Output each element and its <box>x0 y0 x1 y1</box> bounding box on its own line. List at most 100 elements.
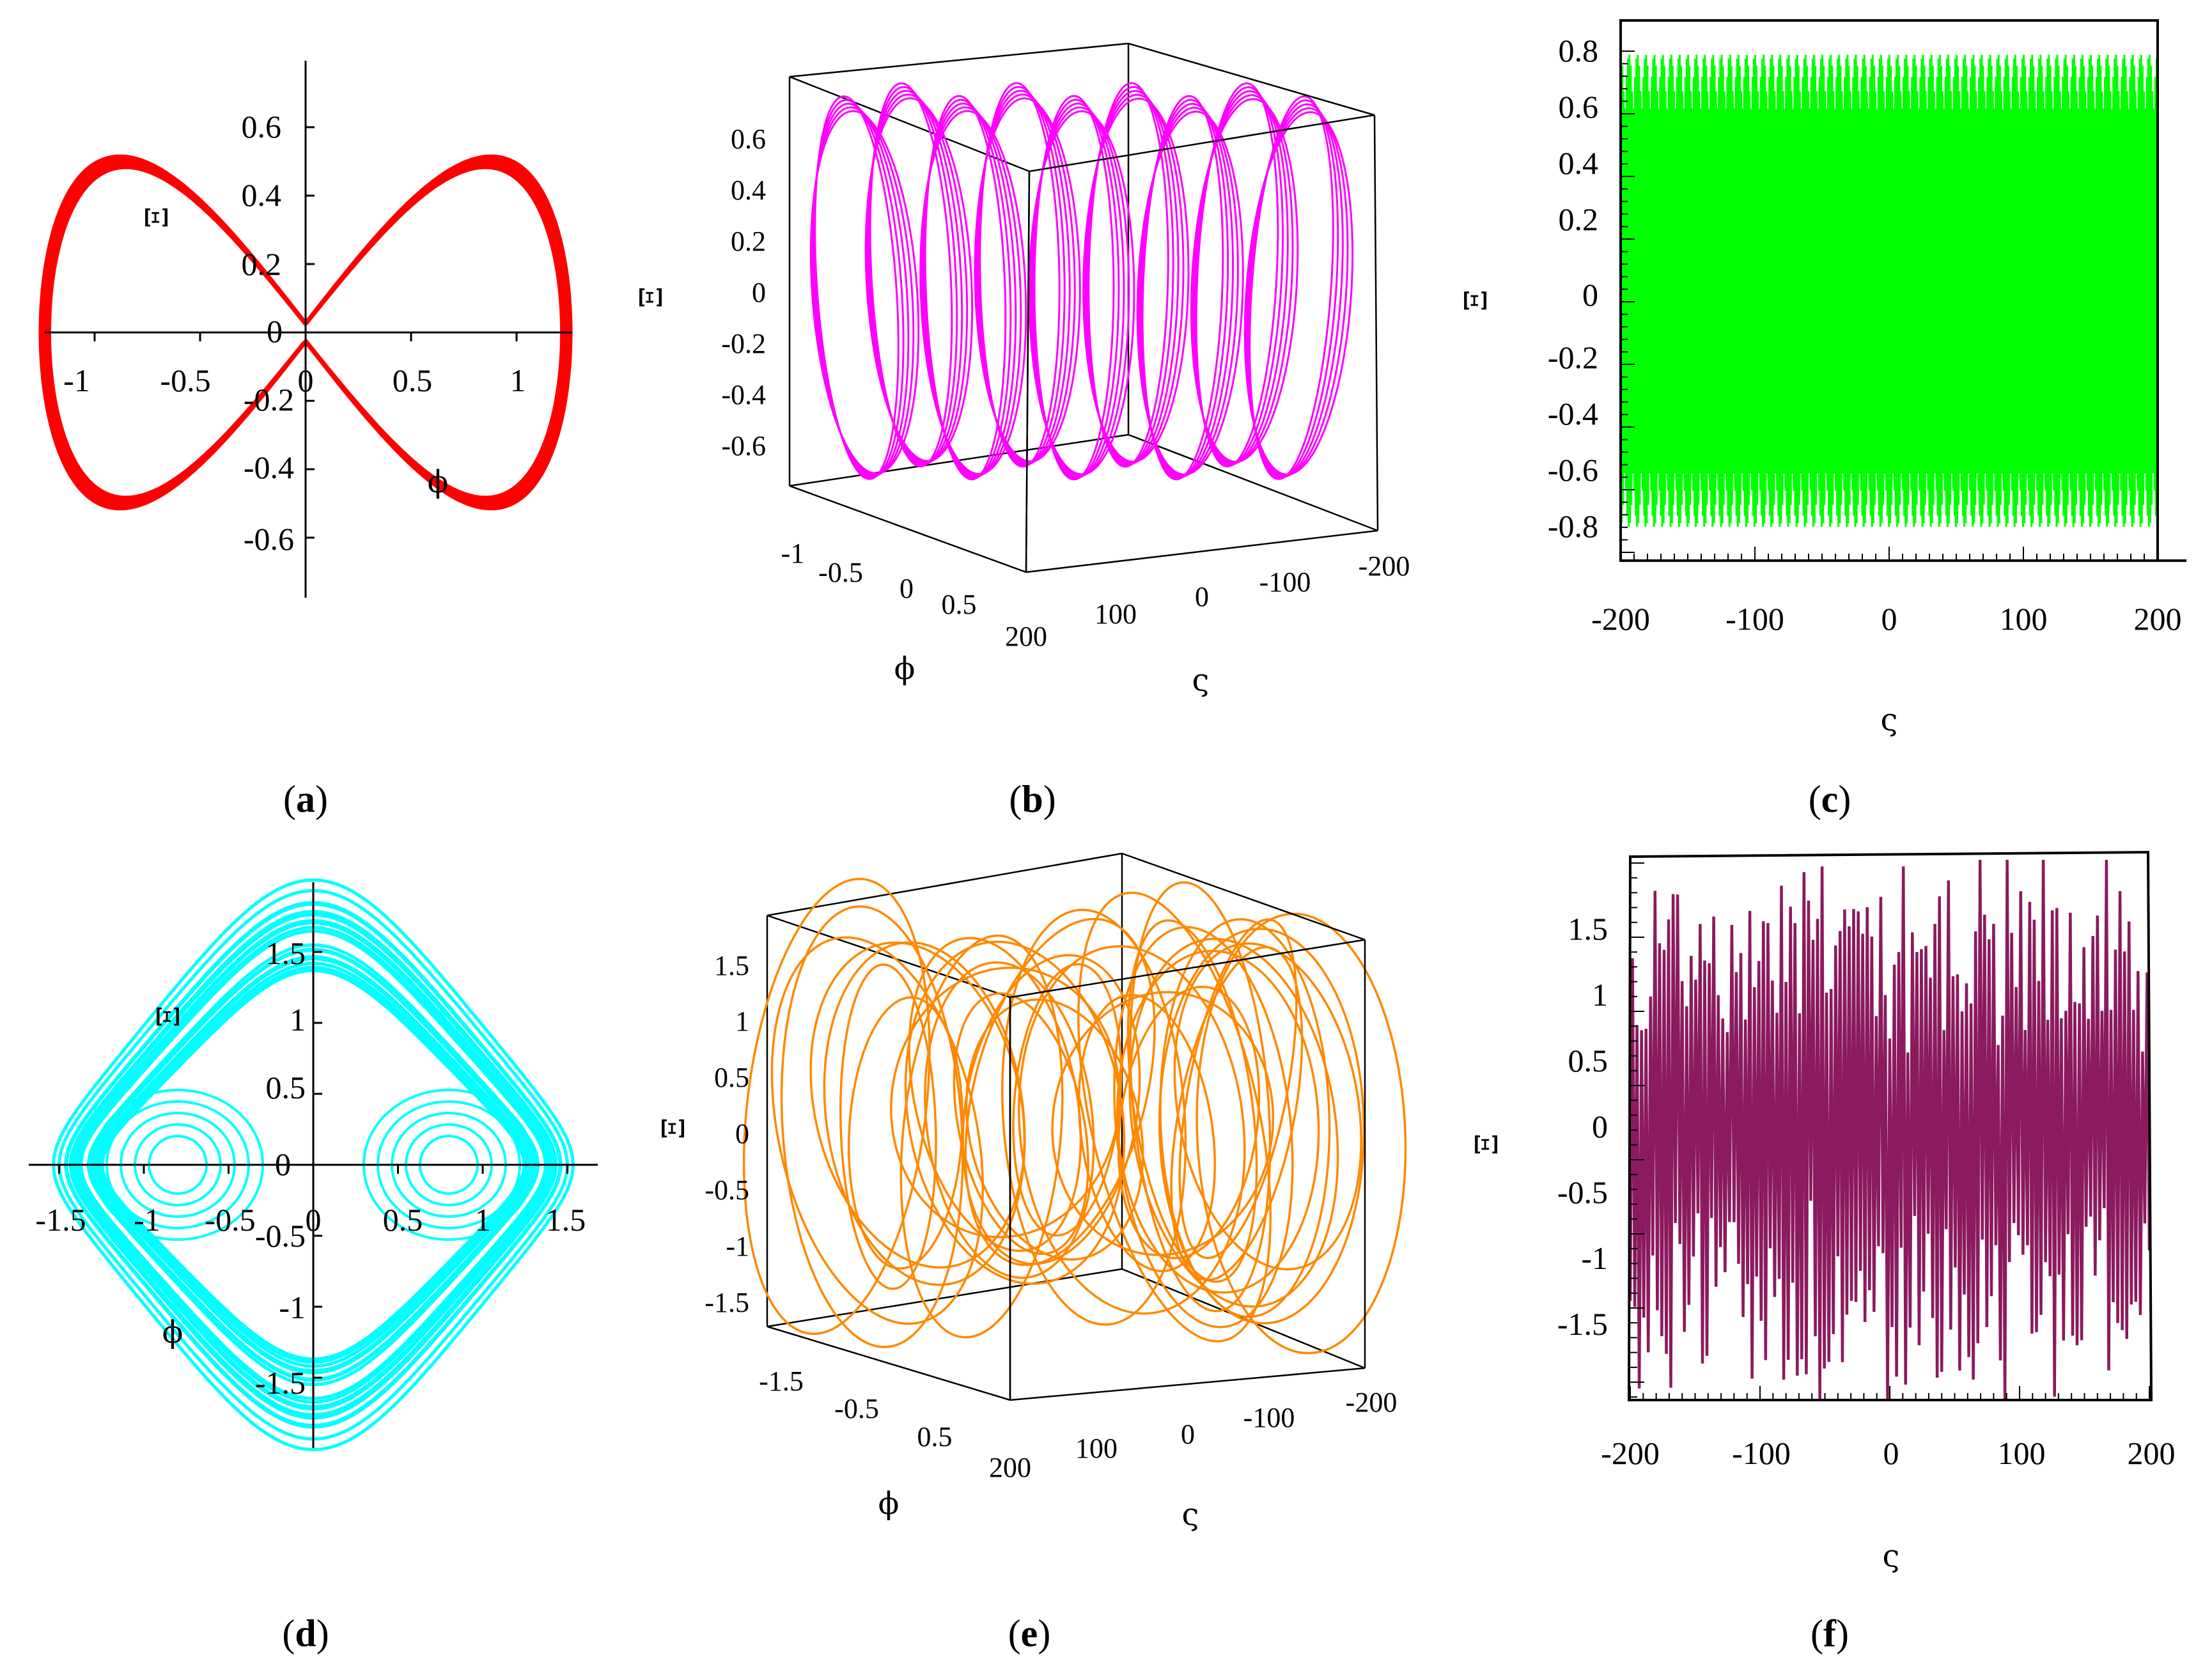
panel-e-box-edge-front-4 <box>1121 852 1366 941</box>
panel-e-ytick-0: 1.5 <box>714 950 749 981</box>
panel-b-curve <box>809 82 1354 481</box>
panel-a-ylabel: Ξ <box>139 206 175 228</box>
panel-b-loop-5-3 <box>1084 93 1185 464</box>
panel-e-ytick-1: 1 <box>735 1006 749 1037</box>
panel-e-loop-30 <box>1128 937 1339 1308</box>
caption-a: (a) <box>283 778 328 820</box>
panel-e-loop-17 <box>770 936 985 1325</box>
panel-e-ytick-5: -1 <box>726 1231 749 1262</box>
panel-b-loop-2-2 <box>921 102 1017 478</box>
panel-f-ytick-5: -1 <box>1581 1240 1608 1276</box>
panel-c-curve <box>1619 54 2159 527</box>
panel-e-box-edge-back-0 <box>767 852 1123 917</box>
panel-b-loop-8-2 <box>1246 103 1344 478</box>
panel-f-curve <box>1628 859 2151 1399</box>
panel-d-xtick-3: 0 <box>306 1202 322 1238</box>
panel-e-phitick-2: 0.5 <box>917 1421 953 1452</box>
panel-b-stick-0: 200 <box>1005 621 1047 652</box>
panel-c-ytick-0: 0.8 <box>1559 33 1599 68</box>
panel-b-loop-6-1 <box>1140 98 1229 479</box>
panel-d-xtick-6: 1.5 <box>546 1202 586 1238</box>
panel-e-loop-26 <box>847 996 964 1270</box>
panel-b-loop-7-1 <box>1194 86 1284 467</box>
panel-b-box-edge-front-5 <box>1025 171 1031 573</box>
panel-e-loop-20 <box>924 961 1095 1279</box>
panel-c-xtick-2: 0 <box>1881 601 1897 637</box>
panel-b-loop-5-2 <box>1085 90 1180 465</box>
panel-b-loop-7-4 <box>1190 98 1299 463</box>
panel-b-ytick-0: 0.6 <box>731 123 766 155</box>
panel-d-ylabel: Ξ <box>151 1006 187 1027</box>
panel-e-loop-8 <box>1113 926 1294 1328</box>
panel-b-loop-0-3 <box>811 106 915 476</box>
panel-e-loop-33 <box>823 941 1026 1286</box>
panel-b-phitick-1: -0.5 <box>818 557 863 588</box>
panel-f-ylabel: Ξ <box>1469 1133 1505 1155</box>
panel-a-ytick-3: 0 <box>267 313 283 349</box>
panel-d-xlabel: ϕ <box>162 1314 183 1350</box>
panel-f-xtick-4: 200 <box>2128 1435 2176 1471</box>
panel-a: -1 -0.5 0 0.5 1 -0.6 -0.4 -0.2 0 0.2 0.4… <box>38 61 573 598</box>
panel-f-ytick-4: -0.5 <box>1557 1174 1608 1210</box>
panel-d-xtick-2: -0.5 <box>205 1202 255 1238</box>
panel-e-ylabel: Ξ <box>656 1117 692 1139</box>
panel-b-box-edge-front-4 <box>1128 42 1375 116</box>
panel-e-curve <box>742 878 1407 1355</box>
panel-b-loop-1-0 <box>869 82 953 468</box>
panel-c-ytick-8: -0.8 <box>1548 508 1598 544</box>
panel-c: -200 -100 0 100 200 0.8 0.6 0.4 0.2 0 -0… <box>1458 19 2186 738</box>
panel-a-ytick-4: 0.2 <box>242 246 282 282</box>
panel-b-box <box>788 42 1378 573</box>
panel-b-phitick-2: 0 <box>900 573 914 604</box>
panel-b-loop-4-4 <box>1028 110 1135 476</box>
panel-e-phitick-0: -1.5 <box>759 1366 804 1397</box>
panel-a-xtick-4: 1 <box>510 362 526 398</box>
panel-b-loop-8-0 <box>1249 95 1334 480</box>
panel-e-box-edge-front-0 <box>1009 938 1366 999</box>
panel-e-loop-29 <box>1170 946 1304 1281</box>
panel-e-loop-4 <box>839 963 937 1290</box>
panel-d-xtick-5: 1 <box>475 1202 491 1238</box>
panel-c-series <box>1619 54 2159 527</box>
panel-b-box-edge-back-6 <box>1128 433 1378 532</box>
panel-e-loop-13 <box>809 941 1026 1269</box>
panel-e-loop-16 <box>964 917 1156 1266</box>
panel-b-loop-3-4 <box>974 97 1081 463</box>
panel-b-stick-1: 100 <box>1094 598 1137 630</box>
panel-c-xtick-4: 200 <box>2134 601 2182 637</box>
panel-b-loop-2-3 <box>921 106 1022 477</box>
panel-b-loop-5-0 <box>1087 82 1169 468</box>
panel-b-loop-7-3 <box>1191 94 1294 464</box>
panel-e-loop-24 <box>742 878 931 1335</box>
panel-c-ticks <box>1620 51 2158 561</box>
panel-b-box-edge-front-0 <box>1029 114 1375 173</box>
panel-b-loop-3-3 <box>975 93 1076 464</box>
panel-c-xtick-1: -100 <box>1725 601 1784 637</box>
panel-d-ytick-0: 1.5 <box>266 935 306 971</box>
panel-b-loop-4-1 <box>1032 98 1120 479</box>
panel-f-ticks <box>1630 862 2150 1400</box>
panel-b-box-edge-front-2 <box>1025 529 1378 573</box>
panel-d-ytick-5: -1 <box>279 1289 306 1325</box>
panel-e-ytick-3: 0 <box>735 1118 749 1149</box>
panel-d-ytick-6: -1.5 <box>255 1365 306 1401</box>
panel-b-loop-6-4 <box>1136 111 1244 476</box>
panel-f-ytick-6: -1.5 <box>1557 1306 1608 1342</box>
panel-b-ytick-4: -0.2 <box>721 328 766 359</box>
panel-c-ytick-3: 0.2 <box>1559 201 1599 237</box>
panel-b-loop-2-0 <box>924 95 1007 481</box>
panel-b-box-front <box>1025 42 1379 573</box>
panel-b-ylabel: Ξ <box>634 286 669 308</box>
panel-a-ytick-6: 0.6 <box>242 109 282 144</box>
panel-b-loop-1-3 <box>866 93 969 463</box>
panel-e-stick-4: -200 <box>1346 1387 1398 1418</box>
panel-f-ytick-0: 1.5 <box>1568 911 1608 947</box>
panel-b-phitick-3: 0.5 <box>942 589 977 620</box>
panel-b-loop-4-0 <box>1033 95 1115 481</box>
panel-b-stick-2: 0 <box>1195 581 1209 612</box>
panel-f-xtick-1: -100 <box>1732 1435 1791 1471</box>
panel-b-loop-0-4 <box>809 110 920 475</box>
panel-b-ytick-2: 0.2 <box>731 226 766 257</box>
panel-f-ytick-2: 0.5 <box>1568 1043 1608 1078</box>
caption-b: (b) <box>1009 778 1055 820</box>
